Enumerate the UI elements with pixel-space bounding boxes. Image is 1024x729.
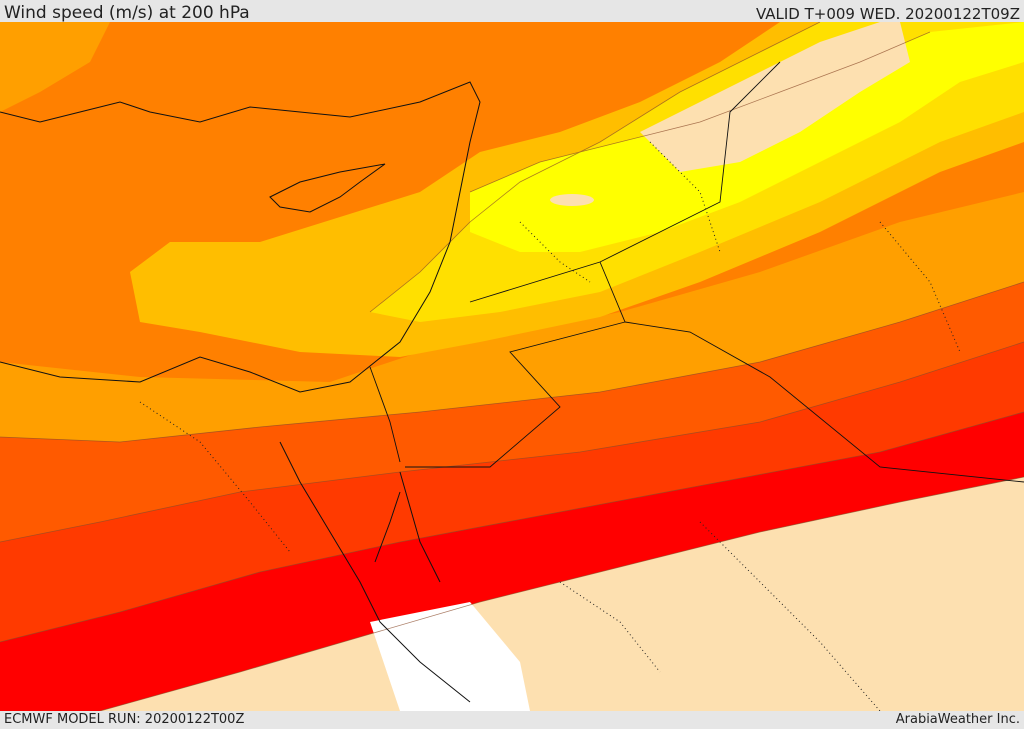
footer-bar: ECMWF MODEL RUN: 20200122T00Z ArabiaWeat… — [0, 711, 1024, 729]
borders — [369, 61, 1024, 483]
calm-spot — [550, 194, 594, 206]
model-run-label: ECMWF MODEL RUN: 20200122T00Z — [4, 712, 245, 727]
map-canvas — [0, 22, 1024, 711]
admin-boundaries — [139, 141, 961, 711]
contour-lines — [0, 22, 1024, 711]
map-title: Wind speed (m/s) at 200 hPa — [4, 3, 250, 23]
no-data-patch — [370, 602, 530, 711]
header-bar: Wind speed (m/s) at 200 hPa VALID T+009 … — [0, 0, 1024, 23]
band-orange-light-nw — [0, 22, 110, 112]
calm-zone-north — [640, 22, 910, 172]
valid-time: VALID T+009 WED. 20200122T09Z — [755, 5, 1020, 23]
calm-zone-south — [100, 477, 1024, 711]
band-orange-deep — [0, 282, 1024, 542]
credit-label: ArabiaWeather Inc. — [895, 712, 1020, 727]
coastlines — [0, 81, 481, 703]
band-red-orange — [0, 342, 1024, 642]
band-orange-light — [0, 192, 1024, 442]
band-red — [0, 412, 1024, 711]
wind-speed-map — [0, 22, 1024, 711]
